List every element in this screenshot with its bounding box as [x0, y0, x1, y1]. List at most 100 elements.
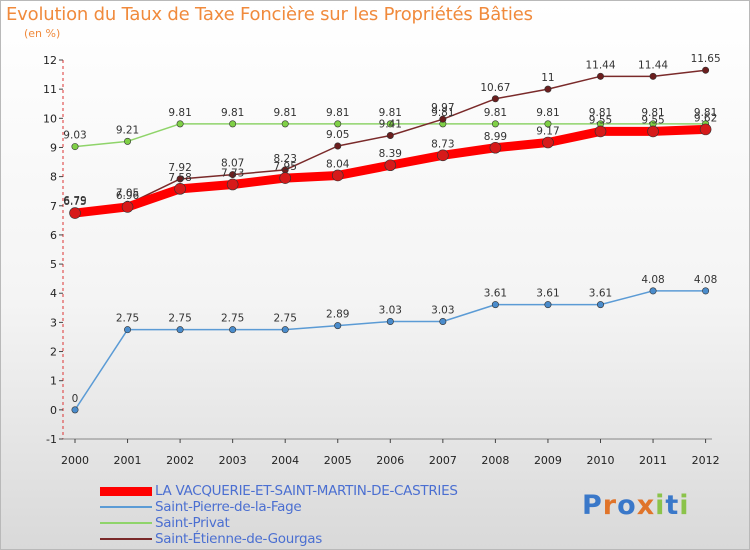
y-tick-label: 7 — [50, 200, 57, 213]
legend-swatch — [100, 538, 152, 540]
data-label-saint-etienne-de-gourgas: 7.92 — [168, 162, 191, 174]
data-point-saint-privat — [124, 137, 132, 145]
proxiti-logo: Proxiti — [582, 490, 690, 521]
data-point-la-vacquerie-et-saint-martin-de-castries — [647, 125, 659, 138]
data-point-saint-etienne-de-gourgas — [649, 72, 657, 80]
data-point-saint-etienne-de-gourgas — [386, 132, 394, 140]
data-label-saint-etienne-de-gourgas: 9.97 — [431, 102, 454, 114]
data-point-la-vacquerie-et-saint-martin-de-castries — [542, 136, 554, 149]
legend-swatch — [100, 522, 152, 524]
data-point-saint-pierre-de-la-fage — [491, 301, 499, 309]
data-label-saint-privat: 9.81 — [589, 107, 612, 119]
data-point-saint-privat — [281, 120, 289, 128]
y-tick-label: 0 — [50, 404, 57, 417]
data-label-saint-pierre-de-la-fage: 4.08 — [641, 274, 664, 286]
legend-label: LA VACQUERIE-ET-SAINT-MARTIN-DE-CASTRIES — [155, 483, 458, 499]
y-tick-label: 9 — [50, 141, 57, 154]
data-point-saint-etienne-de-gourgas — [544, 85, 552, 93]
y-tick-label: -1 — [46, 433, 57, 446]
data-label-la-vacquerie-et-saint-martin-de-castries: 8.39 — [379, 148, 402, 160]
x-tick-label: 2010 — [587, 454, 615, 467]
data-point-saint-pierre-de-la-fage — [596, 301, 604, 309]
chart-title: Evolution du Taux de Taxe Foncière sur l… — [6, 4, 533, 25]
data-label-saint-privat: 9.81 — [274, 107, 297, 119]
data-label-saint-etienne-de-gourgas: 11 — [541, 72, 554, 84]
y-tick-label: 1 — [50, 375, 57, 388]
data-label-saint-etienne-de-gourgas: 10.67 — [480, 82, 510, 94]
data-label-saint-pierre-de-la-fage: 2.75 — [274, 313, 297, 325]
data-point-la-vacquerie-et-saint-martin-de-castries — [226, 178, 239, 191]
data-label-saint-pierre-de-la-fage: 3.03 — [431, 305, 454, 317]
data-point-la-vacquerie-et-saint-martin-de-castries — [121, 201, 134, 213]
data-label-saint-privat: 9.81 — [484, 107, 507, 119]
y-tick-label: 6 — [50, 229, 57, 242]
data-label-saint-privat: 9.81 — [379, 107, 402, 119]
data-point-la-vacquerie-et-saint-martin-de-castries — [279, 172, 292, 184]
legend-label: Saint-Étienne-de-Gourgas — [155, 531, 322, 547]
data-label-saint-privat: 9.81 — [168, 107, 191, 119]
data-label-saint-pierre-de-la-fage: 3.61 — [484, 288, 507, 300]
data-point-saint-etienne-de-gourgas — [439, 115, 447, 123]
y-tick-label: 10 — [43, 112, 57, 125]
x-tick-label: 2006 — [376, 454, 404, 467]
data-label-saint-privat: 9.81 — [641, 107, 664, 119]
y-axis-unit: (en %) — [24, 27, 61, 40]
data-point-saint-pierre-de-la-fage — [334, 322, 342, 330]
legend-swatch — [100, 506, 152, 508]
x-tick-label: 2003 — [219, 454, 247, 467]
data-point-saint-privat — [334, 120, 342, 128]
data-label-saint-etienne-de-gourgas: 9.41 — [379, 119, 402, 131]
data-label-la-vacquerie-et-saint-martin-de-castries: 9.62 — [694, 112, 717, 124]
data-label-saint-pierre-de-la-fage: 3.61 — [589, 288, 612, 300]
data-label-saint-etienne-de-gourgas: 8.07 — [221, 158, 244, 170]
legend-swatch — [100, 486, 152, 496]
data-label-saint-etienne-de-gourgas: 7.05 — [116, 187, 139, 199]
data-label-saint-privat: 9.81 — [536, 107, 559, 119]
data-label-la-vacquerie-et-saint-martin-de-castries: 9.55 — [641, 114, 664, 126]
data-point-saint-pierre-de-la-fage — [71, 406, 79, 414]
data-point-saint-privat — [386, 120, 394, 128]
data-point-saint-pierre-de-la-fage — [124, 326, 132, 334]
x-tick-label: 2000 — [61, 454, 89, 467]
x-tick-label: 2001 — [114, 454, 142, 467]
data-label-saint-pierre-de-la-fage: 3.61 — [536, 288, 559, 300]
data-label-la-vacquerie-et-saint-martin-de-castries: 7.95 — [274, 161, 297, 173]
x-tick-label: 2004 — [271, 454, 299, 467]
data-label-saint-privat: 9.03 — [63, 130, 86, 142]
data-point-saint-pierre-de-la-fage — [649, 287, 657, 295]
x-tick-label: 2002 — [166, 454, 194, 467]
data-point-la-vacquerie-et-saint-martin-de-castries — [174, 183, 186, 195]
data-point-saint-pierre-de-la-fage — [386, 318, 394, 326]
data-label-saint-pierre-de-la-fage: 2.89 — [326, 309, 349, 321]
data-point-saint-pierre-de-la-fage — [544, 301, 552, 309]
data-label-saint-etienne-de-gourgas: 9.05 — [326, 129, 349, 141]
data-point-saint-etienne-de-gourgas — [702, 66, 710, 74]
data-point-la-vacquerie-et-saint-martin-de-castries — [437, 149, 449, 162]
y-tick-label: 12 — [43, 54, 57, 67]
data-label-saint-pierre-de-la-fage: 2.75 — [168, 313, 191, 325]
data-point-saint-etienne-de-gourgas — [334, 142, 342, 150]
x-tick-label: 2011 — [639, 454, 667, 467]
data-point-saint-privat — [176, 120, 184, 128]
data-label-saint-pierre-de-la-fage: 4.08 — [694, 274, 717, 286]
data-label-la-vacquerie-et-saint-martin-de-castries: 8.99 — [484, 131, 507, 143]
data-label-saint-privat: 9.21 — [116, 124, 139, 136]
data-label-saint-pierre-de-la-fage: 2.75 — [221, 313, 244, 325]
data-label-saint-pierre-de-la-fage: 0 — [72, 393, 79, 405]
y-tick-label: 11 — [43, 83, 57, 96]
data-point-la-vacquerie-et-saint-martin-de-castries — [384, 159, 397, 172]
y-tick-label: 2 — [50, 346, 57, 359]
data-label-saint-etienne-de-gourgas: 11.65 — [691, 53, 721, 65]
data-point-saint-pierre-de-la-fage — [229, 326, 237, 334]
x-tick-label: 2009 — [534, 454, 562, 467]
data-label-saint-privat: 9.81 — [694, 107, 717, 119]
data-label-la-vacquerie-et-saint-martin-de-castries: 7.58 — [168, 172, 191, 184]
data-label-saint-etienne-de-gourgas: 11.44 — [585, 59, 615, 71]
data-point-saint-etienne-de-gourgas — [491, 95, 499, 103]
data-label-la-vacquerie-et-saint-martin-de-castries: 7.73 — [221, 167, 244, 179]
y-tick-label: 8 — [50, 171, 57, 184]
x-tick-label: 2008 — [481, 454, 509, 467]
data-label-la-vacquerie-et-saint-martin-de-castries: 9.55 — [589, 114, 612, 126]
data-label-la-vacquerie-et-saint-martin-de-castries: 9.17 — [536, 126, 559, 138]
